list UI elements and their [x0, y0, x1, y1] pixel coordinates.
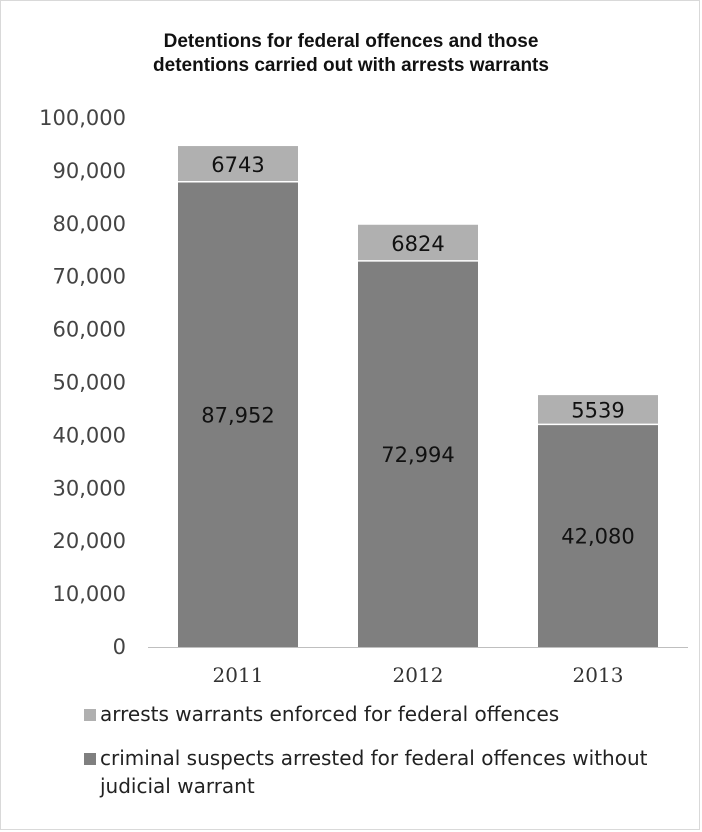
y-tick-label: 70,000 [53, 265, 126, 289]
chart-title-line-2: detentions carried out with arrests warr… [153, 55, 549, 76]
bar-segment-without-warrant-2013 [538, 424, 658, 647]
data-label-warrants-2013: 5539 [571, 399, 624, 423]
y-tick-label: 0 [113, 635, 126, 659]
data-label-without-warrant-2012: 72,994 [381, 443, 454, 467]
bar-segment-warrants-2012 [358, 224, 478, 261]
y-tick-label: 60,000 [53, 318, 126, 342]
stacked-bar-chart: 0 10,000 20,000 30,000 40,000 50,000 60,000 70,… [39, 106, 688, 687]
legend: arrests warrants enforced for federal of… [84, 700, 684, 816]
legend-item-warrants: arrests warrants enforced for federal of… [84, 700, 684, 728]
legend-label-without-warrant: criminal suspects arrested for federal o… [100, 746, 648, 798]
legend-item-without-warrant: criminal suspects arrested for federal o… [84, 744, 684, 800]
bar-segment-without-warrant-2011 [178, 181, 298, 647]
x-tick-label: 2013 [573, 663, 624, 687]
data-label-without-warrant-2011: 87,952 [201, 403, 274, 427]
chart-title-line-1: Detentions for federal offences and thos… [163, 31, 539, 52]
data-label-warrants-2011: 6743 [211, 153, 264, 177]
y-tick-label: 80,000 [53, 212, 126, 236]
bar-segment-warrants-2011 [178, 146, 298, 182]
y-tick-label: 90,000 [53, 159, 126, 183]
y-tick-label: 50,000 [53, 371, 126, 395]
y-tick-label: 20,000 [53, 529, 126, 553]
data-label-warrants-2012: 6824 [391, 232, 444, 256]
legend-label-warrants: arrests warrants enforced for federal of… [100, 702, 560, 726]
x-axis: 2011 2012 2013 [148, 647, 688, 687]
x-tick-label: 2012 [393, 663, 444, 687]
y-tick-label: 100,000 [39, 106, 126, 130]
chart-title: Detentions for federal offences and thos… [0, 30, 702, 78]
data-label-without-warrant-2013: 42,080 [561, 525, 634, 549]
bar-segment-without-warrant-2012 [358, 260, 478, 647]
legend-swatch-without-warrant [84, 753, 96, 765]
y-tick-label: 10,000 [53, 582, 126, 606]
y-tick-label: 30,000 [53, 476, 126, 500]
y-axis-ticks: 0 10,000 20,000 30,000 40,000 50,000 60,000 70,… [39, 106, 126, 659]
x-tick-label: 2011 [213, 663, 264, 687]
bars: 87,952 6743 72,994 6824 42,080 5539 [178, 146, 658, 647]
legend-swatch-warrants [84, 709, 96, 721]
y-tick-label: 40,000 [53, 423, 126, 447]
bar-segment-warrants-2013 [538, 395, 658, 425]
